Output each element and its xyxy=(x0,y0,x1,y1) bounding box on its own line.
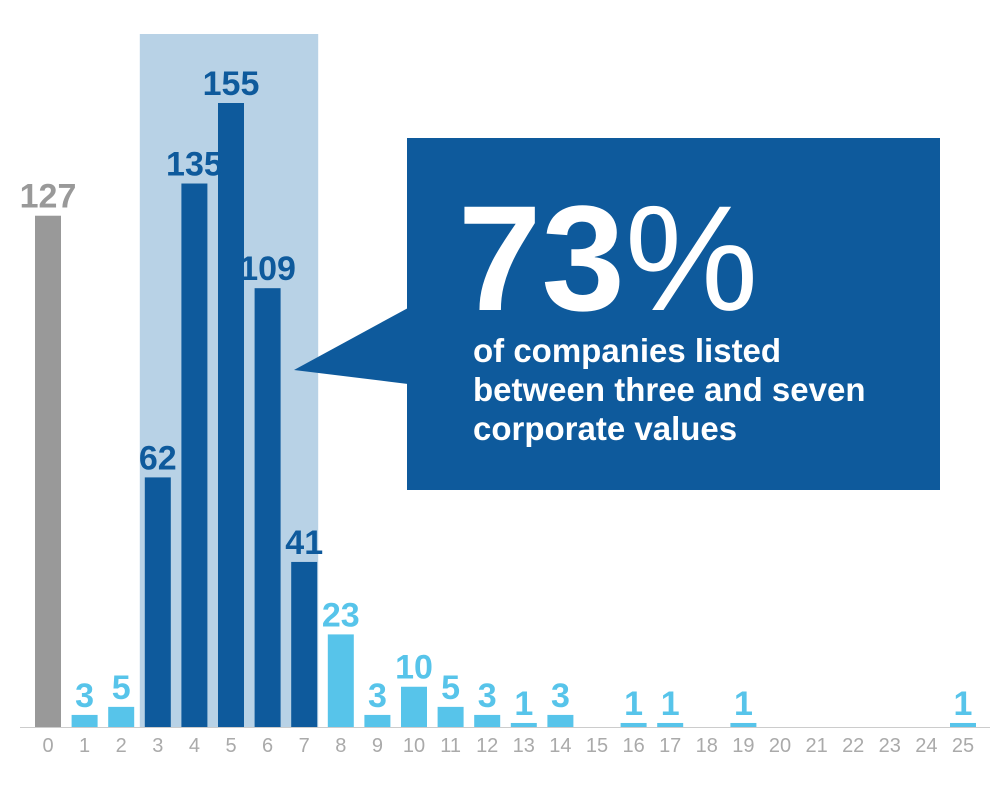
bar-0 xyxy=(35,215,61,727)
bar-3 xyxy=(144,477,171,727)
bar-17 xyxy=(657,722,684,727)
bars-group xyxy=(35,103,976,728)
value-label-7: 41 xyxy=(285,524,323,562)
bar-16 xyxy=(620,722,647,727)
x-tick-5: 5 xyxy=(225,735,236,757)
value-label-19: 1 xyxy=(734,685,753,723)
callout-percent-sign: % xyxy=(625,174,758,342)
x-tick-11: 11 xyxy=(440,735,461,757)
x-tick-2: 2 xyxy=(116,735,127,757)
value-label-1: 3 xyxy=(75,677,94,715)
bar-14 xyxy=(547,714,574,727)
x-tick-16: 16 xyxy=(622,735,644,757)
x-tick-12: 12 xyxy=(476,735,498,757)
callout-line-2: between three and seven xyxy=(473,371,865,408)
callout-background xyxy=(407,138,940,490)
x-tick-18: 18 xyxy=(696,735,718,757)
callout-box: 73% of companies listed between three an… xyxy=(294,138,940,490)
bar-13 xyxy=(510,722,537,727)
bar-9 xyxy=(364,714,391,727)
value-label-14: 3 xyxy=(551,677,570,715)
callout-line-1: of companies listed xyxy=(473,332,781,369)
x-tick-13: 13 xyxy=(513,735,535,757)
x-tick-4: 4 xyxy=(189,735,200,757)
bar-10 xyxy=(401,686,427,727)
x-tick-23: 23 xyxy=(879,735,901,757)
value-label-8: 23 xyxy=(322,596,360,634)
x-tick-0: 0 xyxy=(42,735,53,757)
x-tick-14: 14 xyxy=(549,735,571,757)
bar-5 xyxy=(218,103,244,727)
value-label-11: 5 xyxy=(441,669,460,707)
x-tick-17: 17 xyxy=(659,735,681,757)
x-tick-9: 9 xyxy=(372,735,383,757)
x-tick-8: 8 xyxy=(335,735,346,757)
x-tick-7: 7 xyxy=(299,735,310,757)
value-label-0: 127 xyxy=(20,178,77,216)
callout-pointer xyxy=(294,308,408,384)
value-label-3: 62 xyxy=(139,439,177,477)
x-tick-1: 1 xyxy=(79,735,90,757)
bar-19 xyxy=(730,722,757,727)
value-label-2: 5 xyxy=(112,669,131,707)
bar-4 xyxy=(181,183,208,728)
value-label-4: 135 xyxy=(166,146,223,184)
value-label-10: 10 xyxy=(395,649,433,687)
bar-2 xyxy=(108,706,135,727)
x-tick-10: 10 xyxy=(403,735,425,757)
value-label-25: 1 xyxy=(954,685,973,723)
bar-25 xyxy=(950,722,976,727)
callout-big-number: 73 xyxy=(458,174,625,342)
x-tick-labels-group: 0 1 2 3 4 5 6 7 8 9 10 11 12 13 14 15 16 17 18 19 20 21 22 23 24… xyxy=(42,735,974,757)
value-label-6: 109 xyxy=(239,250,296,288)
callout-percentage: 73% xyxy=(458,174,758,342)
x-tick-6: 6 xyxy=(262,735,273,757)
bar-1 xyxy=(71,714,98,727)
bar-12 xyxy=(474,714,501,727)
x-tick-19: 19 xyxy=(732,735,754,757)
bar-6 xyxy=(254,288,281,727)
value-label-5: 155 xyxy=(203,65,260,103)
x-tick-22: 22 xyxy=(842,735,864,757)
value-label-9: 3 xyxy=(368,677,387,715)
value-label-13: 1 xyxy=(514,685,533,723)
value-label-12: 3 xyxy=(478,677,497,715)
x-tick-24: 24 xyxy=(915,735,937,757)
value-label-17: 1 xyxy=(661,685,680,723)
bar-7 xyxy=(291,561,318,727)
value-label-16: 1 xyxy=(624,685,643,723)
bar-8 xyxy=(327,634,354,727)
x-tick-15: 15 xyxy=(586,735,608,757)
x-tick-3: 3 xyxy=(152,735,163,757)
callout-line-3: corporate values xyxy=(473,410,737,447)
x-tick-25: 25 xyxy=(952,735,974,757)
bar-11 xyxy=(437,706,464,727)
x-tick-21: 21 xyxy=(805,735,827,757)
x-tick-20: 20 xyxy=(769,735,791,757)
